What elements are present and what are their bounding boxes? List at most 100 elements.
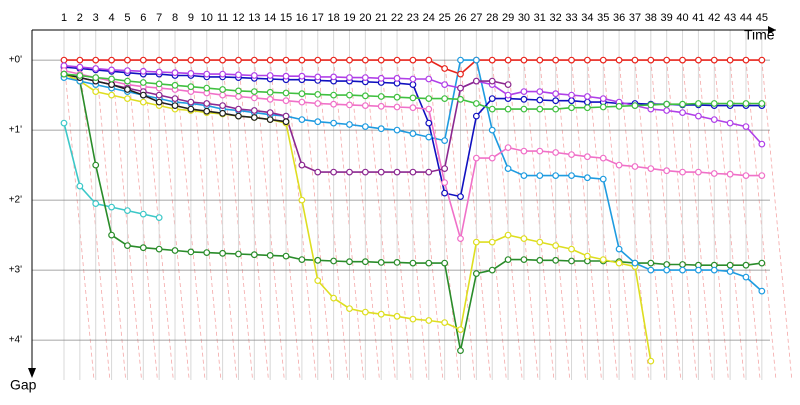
data-point — [377, 310, 385, 318]
data-point — [726, 268, 734, 275]
data-point — [568, 245, 575, 253]
data-point — [520, 235, 528, 243]
data-point — [60, 70, 68, 78]
data-point — [583, 56, 591, 64]
data-point — [552, 172, 560, 180]
data-point — [330, 56, 338, 64]
lap-diagonal — [285, 59, 317, 381]
data-point — [583, 104, 591, 112]
data-point — [330, 294, 338, 302]
data-point — [92, 88, 100, 95]
data-point — [710, 170, 718, 177]
data-point — [298, 56, 306, 64]
x-tick-label: 32 — [550, 12, 562, 24]
data-point — [695, 168, 702, 176]
data-point — [409, 315, 417, 323]
data-point — [647, 56, 655, 64]
data-point — [361, 74, 369, 81]
data-point — [679, 56, 686, 64]
x-tick-label: 29 — [502, 12, 514, 24]
data-point — [599, 95, 607, 102]
data-point — [425, 95, 433, 102]
data-point — [488, 266, 496, 274]
data-point — [124, 67, 131, 74]
data-point — [631, 56, 639, 64]
data-point — [472, 270, 480, 278]
data-point — [171, 56, 179, 64]
data-point — [203, 249, 211, 257]
data-point — [187, 83, 195, 91]
data-point — [235, 112, 242, 120]
data-point — [457, 326, 464, 334]
data-point — [282, 89, 290, 97]
lap-diagonal — [349, 59, 380, 381]
data-point — [124, 242, 131, 250]
data-point — [124, 95, 131, 102]
data-point — [599, 154, 607, 162]
data-point — [742, 273, 750, 281]
data-point — [409, 56, 417, 64]
data-point — [568, 56, 575, 64]
lap-diagonal — [396, 59, 428, 381]
data-point — [314, 100, 322, 107]
x-tick-label: 15 — [280, 12, 292, 24]
data-point — [346, 56, 353, 64]
lap-diagonal — [222, 59, 253, 381]
data-point — [488, 95, 496, 102]
data-point — [108, 66, 115, 74]
data-point — [203, 56, 211, 64]
data-point — [139, 67, 147, 75]
data-point — [425, 317, 433, 324]
lap-diagonal — [206, 59, 238, 381]
data-point — [124, 207, 131, 215]
data-point — [536, 56, 544, 64]
data-point — [171, 69, 179, 77]
data-point — [187, 56, 195, 64]
x-tick-label: 2 — [77, 12, 83, 24]
x-tick-label: 33 — [565, 12, 577, 24]
lap-diagonal — [666, 59, 698, 381]
data-point — [520, 105, 528, 113]
data-point — [583, 98, 591, 106]
data-point — [457, 235, 464, 243]
data-point — [108, 203, 115, 211]
data-point — [314, 90, 322, 98]
data-point — [235, 250, 242, 258]
lap-diagonal — [95, 59, 127, 381]
data-point — [710, 100, 718, 107]
data-point — [425, 259, 433, 267]
data-point — [219, 109, 227, 117]
data-point — [377, 102, 385, 110]
data-point — [536, 238, 544, 246]
data-point — [568, 97, 575, 105]
x-tick-label: 20 — [359, 12, 371, 24]
data-point — [758, 56, 766, 64]
data-point — [155, 56, 163, 64]
data-point — [599, 103, 607, 111]
data-point — [425, 105, 433, 113]
data-point — [647, 266, 655, 274]
data-point — [441, 65, 449, 72]
data-point — [742, 261, 750, 269]
data-point — [361, 92, 369, 100]
data-point — [615, 56, 623, 64]
x-tick-label: 6 — [140, 12, 146, 24]
data-point — [615, 259, 623, 267]
data-point — [266, 116, 274, 123]
data-point — [250, 72, 258, 79]
x-tick-label: 35 — [597, 12, 609, 24]
lap-diagonal — [127, 59, 158, 381]
data-point — [583, 93, 591, 100]
data-point — [615, 245, 623, 253]
data-point — [504, 91, 512, 99]
data-point — [346, 121, 353, 128]
data-point — [536, 256, 544, 264]
data-point — [536, 105, 544, 113]
x-tick-label: 10 — [201, 12, 213, 24]
data-point — [568, 257, 575, 265]
data-point — [599, 256, 607, 264]
data-point — [679, 266, 686, 274]
data-point — [346, 101, 353, 109]
data-point — [758, 259, 766, 267]
